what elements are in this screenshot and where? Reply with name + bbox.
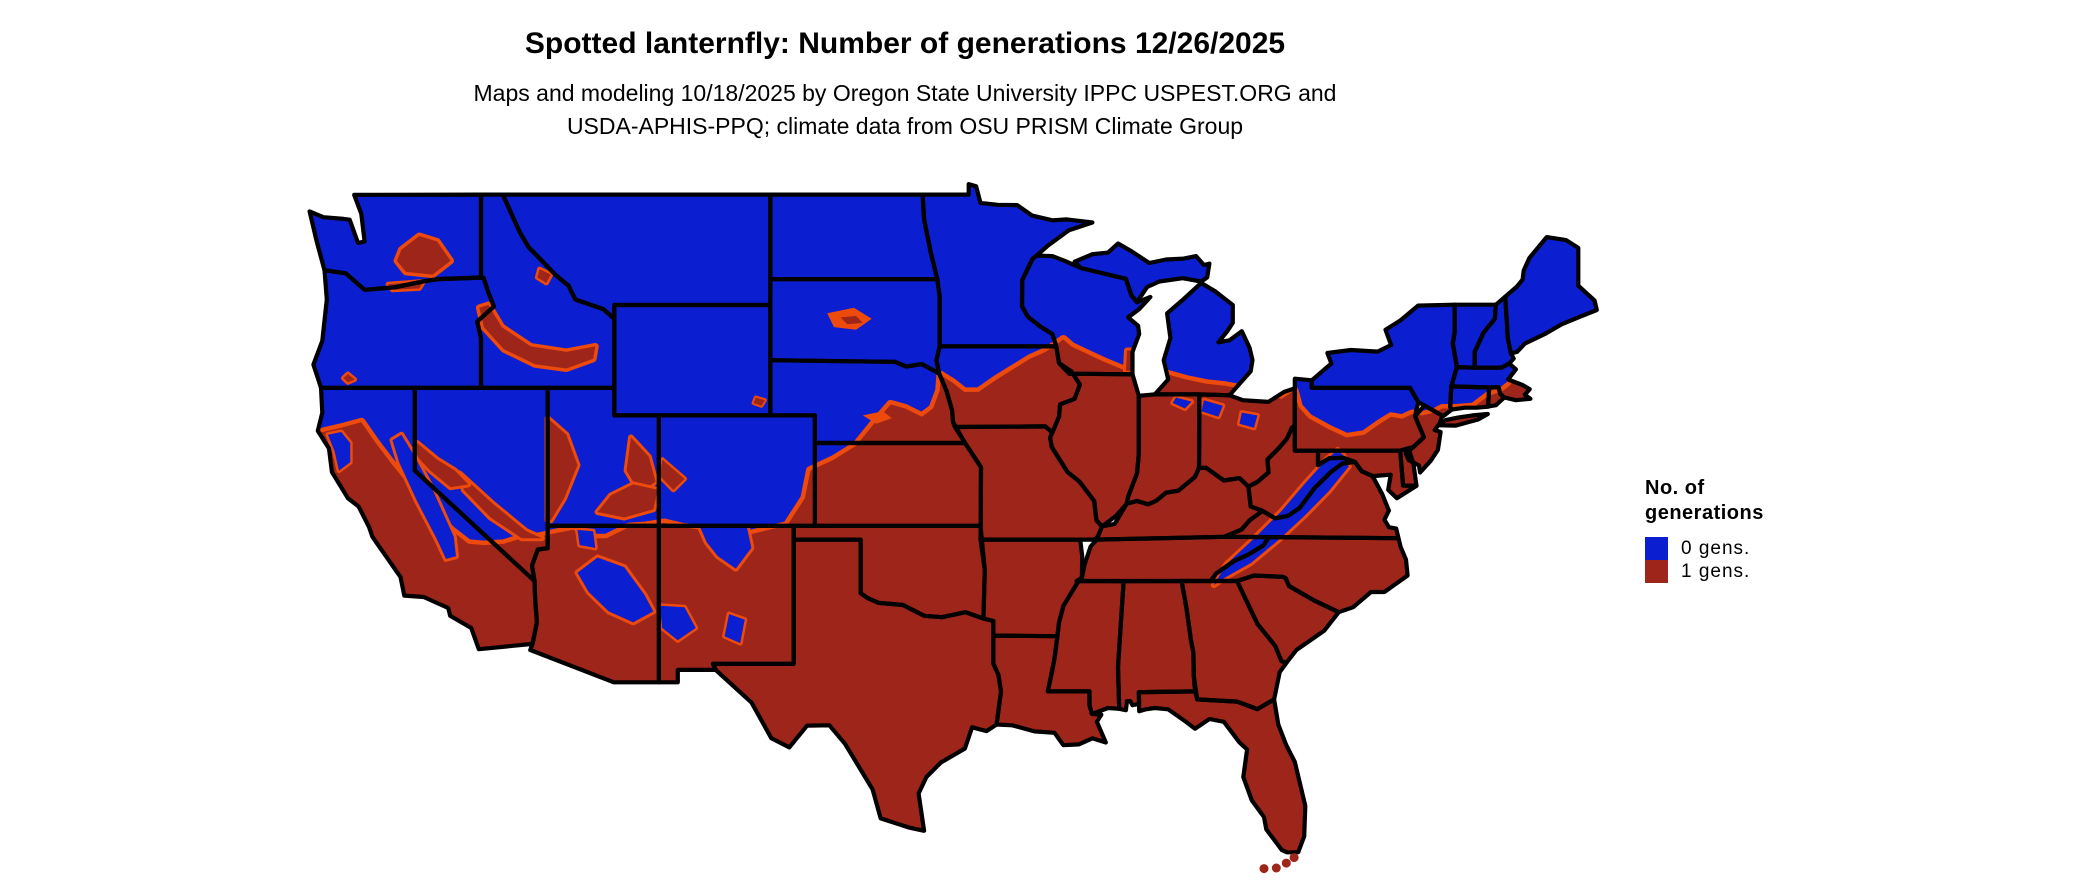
- header: Spotted lanternfly: Number of generation…: [255, 24, 1555, 143]
- overlay-california-north-coast-range: [327, 432, 351, 471]
- island-florida-key-3: [1281, 858, 1291, 868]
- overlay-snake-river-plain: [479, 305, 596, 369]
- state-michigan_lower: [1152, 280, 1255, 398]
- subtitle-line-2: USDA-APHIS-PPQ; climate data from OSU PR…: [566, 113, 1244, 139]
- overlay-wyoming-southeast: [753, 397, 765, 406]
- overlay-utah-southeast: [597, 484, 658, 518]
- state-michigan_upper: [1072, 241, 1212, 305]
- overlay-bitterroot-valley: [537, 269, 551, 283]
- island-florida-key-2: [1271, 863, 1281, 873]
- state-borders: [307, 182, 1599, 855]
- legend-title: No. of generations: [1645, 476, 1764, 526]
- overlay-ohio-northwest-pocket: [1201, 400, 1223, 417]
- state-long_island: [1437, 411, 1490, 428]
- map-subtitle: Maps and modeling 10/18/2025 by Oregon S…: [255, 77, 1555, 143]
- overlay-sacramento-mountains: [724, 614, 745, 644]
- overlay-ohio-northeast-pocket: [1239, 412, 1258, 428]
- island-florida-key-1: [1259, 864, 1269, 874]
- legend-item-1-gens: 1 gens.: [1645, 560, 1764, 583]
- legend-title-line-2: generations: [1645, 502, 1764, 524]
- overlay-arizona-mogollon: [577, 557, 654, 623]
- overlay-gila-mountains: [660, 605, 696, 641]
- legend-label-0-gens: 0 gens.: [1681, 537, 1751, 559]
- overlay-rogue-valley: [343, 374, 355, 383]
- state-wisconsin: [1019, 253, 1153, 377]
- overlay-indiana-north-pocket: [1172, 397, 1192, 409]
- overlay-arizona-kaibab: [577, 529, 596, 548]
- overlay-south-dakota-center: [840, 316, 863, 325]
- overlay-grand-junction: [660, 459, 685, 490]
- overlay-sierra-nevada: [392, 434, 456, 559]
- state-alabama: [1115, 578, 1198, 713]
- overlay-nebraska-center-fringe: [862, 411, 892, 424]
- legend-swatch-0-gens: [1645, 537, 1668, 560]
- legend: No. of generations 0 gens. 1 gens.: [1645, 476, 1764, 583]
- subtitle-line-1: Maps and modeling 10/18/2025 by Oregon S…: [473, 80, 1337, 106]
- overlay-new-mexico-north-mountains: [700, 527, 752, 569]
- state-mississippi: [1045, 578, 1126, 717]
- legend-swatch-1-gens: [1645, 560, 1668, 583]
- overlay-utah-west-desert: [547, 418, 578, 521]
- overlay-nevada-west: [414, 443, 469, 488]
- map-title: Spotted lanternfly: Number of generation…: [524, 27, 1286, 60]
- overlay-columbia-basin: [397, 236, 451, 275]
- legend-label-1-gens: 1 gens.: [1681, 560, 1751, 582]
- state-texas: [710, 537, 1004, 833]
- state-maine: [1503, 235, 1599, 356]
- legend-title-line-1: No. of: [1645, 477, 1705, 499]
- legend-items: 0 gens. 1 gens.: [1645, 537, 1764, 583]
- overlay-nebraska-blue-pocket: [853, 393, 874, 406]
- island-florida-key-4: [1289, 853, 1299, 863]
- overlay-utah-east: [626, 437, 656, 493]
- legend-item-0-gens: 0 gens.: [1645, 537, 1764, 560]
- state-florida: [1136, 689, 1308, 855]
